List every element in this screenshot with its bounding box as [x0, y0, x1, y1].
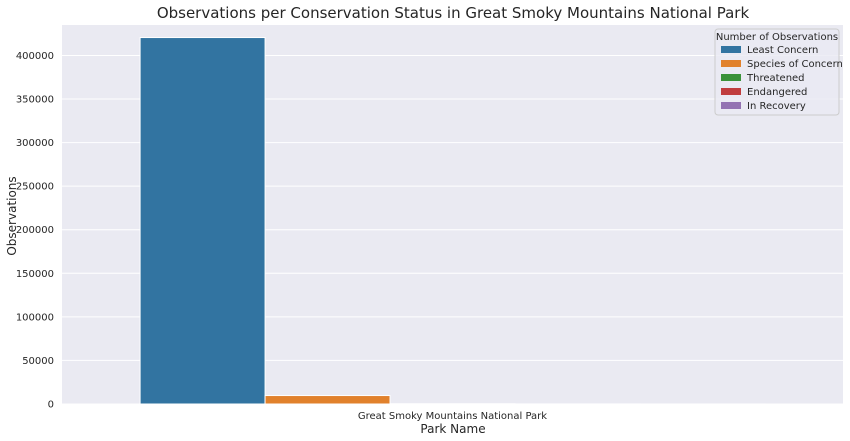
chart-title: Observations per Conservation Status in … — [157, 4, 750, 22]
legend-entry: In Recovery — [747, 101, 806, 112]
y-tick-label: 0 — [48, 400, 54, 411]
bar-least-concern — [139, 37, 266, 405]
bar-species-of-concern — [264, 395, 391, 405]
y-tick-label: 200000 — [16, 225, 54, 236]
y-tick-label: 150000 — [16, 269, 54, 280]
x-axis-label: Park Name — [420, 422, 485, 436]
legend-title: Number of Observations — [716, 32, 838, 43]
legend-swatch — [721, 88, 741, 95]
y-tick-label: 400000 — [16, 51, 54, 62]
x-tick-label: Great Smoky Mountains National Park — [358, 411, 547, 422]
legend-swatch — [721, 60, 741, 67]
legend-swatch — [721, 102, 741, 109]
y-tick-label: 50000 — [22, 356, 54, 367]
y-tick-labels: 0 50000 100000 150000 200000 250000 300000 3500… — [16, 51, 54, 411]
y-tick-label: 300000 — [16, 138, 54, 149]
legend-entry: Endangered — [747, 87, 807, 98]
y-axis-label: Observations — [5, 176, 19, 255]
y-tick-label: 250000 — [16, 182, 54, 193]
x-tick-labels: Great Smoky Mountains National Park — [358, 411, 547, 422]
legend-swatch — [721, 46, 741, 53]
y-tick-label: 350000 — [16, 95, 54, 106]
y-tick-label: 100000 — [16, 312, 54, 323]
legend-entry: Threatened — [746, 73, 805, 84]
legend-swatch — [721, 74, 741, 81]
legend-entry: Species of Concern — [747, 59, 843, 70]
legend: Number of Observations Least Concern Speci… — [714, 28, 843, 116]
bars — [139, 37, 766, 405]
legend-entry: Least Concern — [747, 45, 818, 56]
legend-frame — [714, 28, 840, 116]
